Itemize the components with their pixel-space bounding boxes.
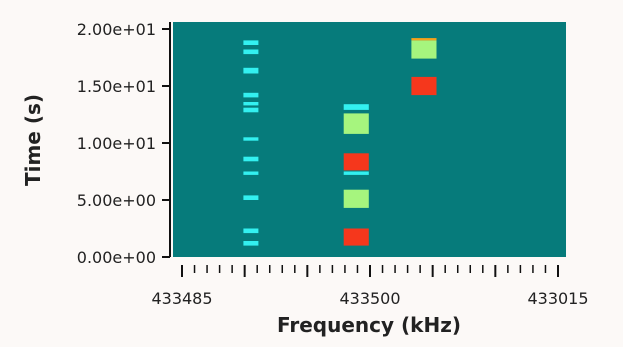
burst-red: [411, 76, 437, 96]
burst-green: [343, 189, 369, 208]
burst-cyan: [243, 171, 259, 175]
plot-area: [173, 22, 566, 257]
y-ticks: 0.00e+00 5.00e+00 1.00e+01 1.50e+01 2.00e+01: [77, 20, 170, 267]
burst-orange: [411, 38, 437, 41]
burst-cyan: [243, 241, 259, 246]
burst-cyan: [243, 107, 259, 113]
y-tick-label: 1.50e+01: [77, 77, 156, 96]
y-axis-title: Time (s): [21, 94, 45, 186]
burst-cyan: [243, 67, 259, 74]
burst-cyan: [243, 40, 259, 45]
burst-layer: [243, 38, 437, 246]
burst-cyan: [243, 195, 259, 200]
burst-cyan: [243, 228, 259, 234]
x-ticks: 433485 433500 433015: [151, 265, 589, 308]
burst-cyan: [243, 49, 259, 55]
burst-cyan: [243, 137, 259, 141]
burst-cyan: [243, 92, 259, 98]
burst-red: [343, 153, 369, 171]
burst-cyan: [343, 171, 369, 175]
y-tick-label: 0.00e+00: [77, 248, 156, 267]
burst-green: [343, 113, 369, 134]
x-tick-label: 433485: [151, 289, 212, 308]
y-tick-label: 5.00e+00: [77, 191, 156, 210]
burst-cyan: [243, 102, 259, 106]
x-tick-label: 433015: [527, 289, 588, 308]
x-tick-label: 433500: [339, 289, 400, 308]
x-axis-title: Frequency (kHz): [277, 313, 461, 337]
burst-cyan: [343, 104, 369, 110]
burst-cyan: [243, 156, 259, 162]
y-tick-label: 1.00e+01: [77, 134, 156, 153]
burst-green: [411, 40, 437, 59]
burst-red: [343, 228, 369, 246]
y-tick-label: 2.00e+01: [77, 20, 156, 39]
